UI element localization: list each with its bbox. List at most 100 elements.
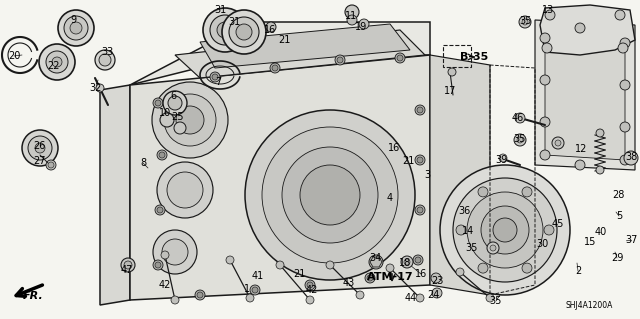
Text: 5: 5 (616, 211, 622, 221)
Circle shape (486, 294, 494, 302)
Circle shape (159, 152, 165, 158)
Text: 9: 9 (70, 15, 76, 25)
Text: 37: 37 (625, 235, 637, 245)
Circle shape (540, 117, 550, 127)
Circle shape (222, 10, 266, 54)
Circle shape (453, 178, 557, 282)
Text: 27: 27 (33, 156, 45, 166)
Circle shape (522, 187, 532, 197)
Polygon shape (130, 22, 430, 85)
Circle shape (365, 273, 375, 283)
Circle shape (415, 105, 425, 115)
Text: 13: 13 (542, 5, 554, 15)
Text: 1: 1 (244, 284, 250, 294)
Circle shape (168, 96, 182, 110)
Circle shape (555, 140, 561, 146)
Text: 39: 39 (495, 155, 507, 165)
Text: B-35: B-35 (460, 52, 488, 62)
Circle shape (456, 225, 466, 235)
Circle shape (448, 68, 456, 76)
Circle shape (618, 43, 628, 53)
Circle shape (620, 80, 630, 90)
Text: 42: 42 (306, 285, 318, 295)
Circle shape (519, 16, 531, 28)
Circle shape (522, 263, 532, 273)
Circle shape (432, 288, 442, 298)
Text: ATM-17: ATM-17 (367, 272, 413, 282)
Circle shape (540, 150, 550, 160)
Circle shape (96, 84, 104, 92)
Circle shape (415, 205, 425, 215)
Circle shape (160, 113, 174, 127)
Circle shape (70, 22, 82, 34)
Circle shape (404, 259, 410, 265)
Circle shape (153, 230, 197, 274)
Circle shape (416, 294, 424, 302)
Circle shape (337, 57, 343, 63)
Circle shape (552, 137, 564, 149)
Circle shape (272, 65, 278, 71)
Circle shape (417, 157, 423, 163)
Circle shape (266, 22, 276, 32)
Circle shape (624, 151, 638, 165)
Circle shape (487, 242, 499, 254)
Text: SHJ4A1200A: SHJ4A1200A (565, 301, 612, 310)
Circle shape (99, 54, 111, 66)
Circle shape (540, 33, 550, 43)
Circle shape (542, 43, 552, 53)
Circle shape (415, 155, 425, 165)
Circle shape (124, 261, 132, 269)
Circle shape (306, 296, 314, 304)
Circle shape (335, 55, 345, 65)
Text: 6: 6 (170, 91, 176, 101)
Circle shape (415, 257, 421, 263)
Text: 47: 47 (121, 265, 133, 275)
Polygon shape (430, 55, 490, 295)
Circle shape (153, 260, 163, 270)
Circle shape (456, 268, 464, 276)
Circle shape (417, 107, 423, 113)
Circle shape (157, 162, 213, 218)
Circle shape (197, 292, 203, 298)
Circle shape (367, 275, 373, 281)
Circle shape (545, 10, 555, 20)
Circle shape (210, 15, 240, 45)
Circle shape (544, 225, 554, 235)
Text: FR.: FR. (22, 291, 44, 301)
Text: 42: 42 (159, 280, 171, 290)
Polygon shape (370, 257, 382, 267)
Circle shape (121, 258, 135, 272)
Circle shape (401, 256, 413, 268)
Circle shape (276, 261, 284, 269)
Polygon shape (130, 55, 430, 300)
Circle shape (161, 251, 169, 259)
Text: 44: 44 (405, 293, 417, 303)
Circle shape (162, 239, 188, 265)
Circle shape (155, 100, 161, 106)
Circle shape (46, 51, 68, 73)
Circle shape (229, 17, 259, 47)
Circle shape (575, 23, 585, 33)
Text: 26: 26 (33, 141, 45, 151)
Text: 28: 28 (612, 190, 624, 200)
Circle shape (245, 110, 415, 280)
Circle shape (305, 280, 315, 290)
Circle shape (620, 38, 630, 48)
Circle shape (345, 5, 359, 19)
Circle shape (397, 55, 403, 61)
Text: 41: 41 (252, 271, 264, 281)
Text: 16: 16 (264, 25, 276, 35)
Circle shape (164, 94, 216, 146)
Circle shape (517, 137, 523, 143)
Text: 30: 30 (536, 239, 548, 249)
Circle shape (217, 22, 233, 38)
Circle shape (203, 8, 247, 52)
Text: 35: 35 (490, 296, 502, 306)
Text: 20: 20 (8, 51, 20, 61)
Text: 38: 38 (625, 152, 637, 162)
Polygon shape (535, 20, 635, 170)
Circle shape (252, 287, 258, 293)
Text: 18: 18 (399, 258, 411, 268)
Text: 21: 21 (402, 156, 414, 166)
Circle shape (493, 218, 517, 242)
